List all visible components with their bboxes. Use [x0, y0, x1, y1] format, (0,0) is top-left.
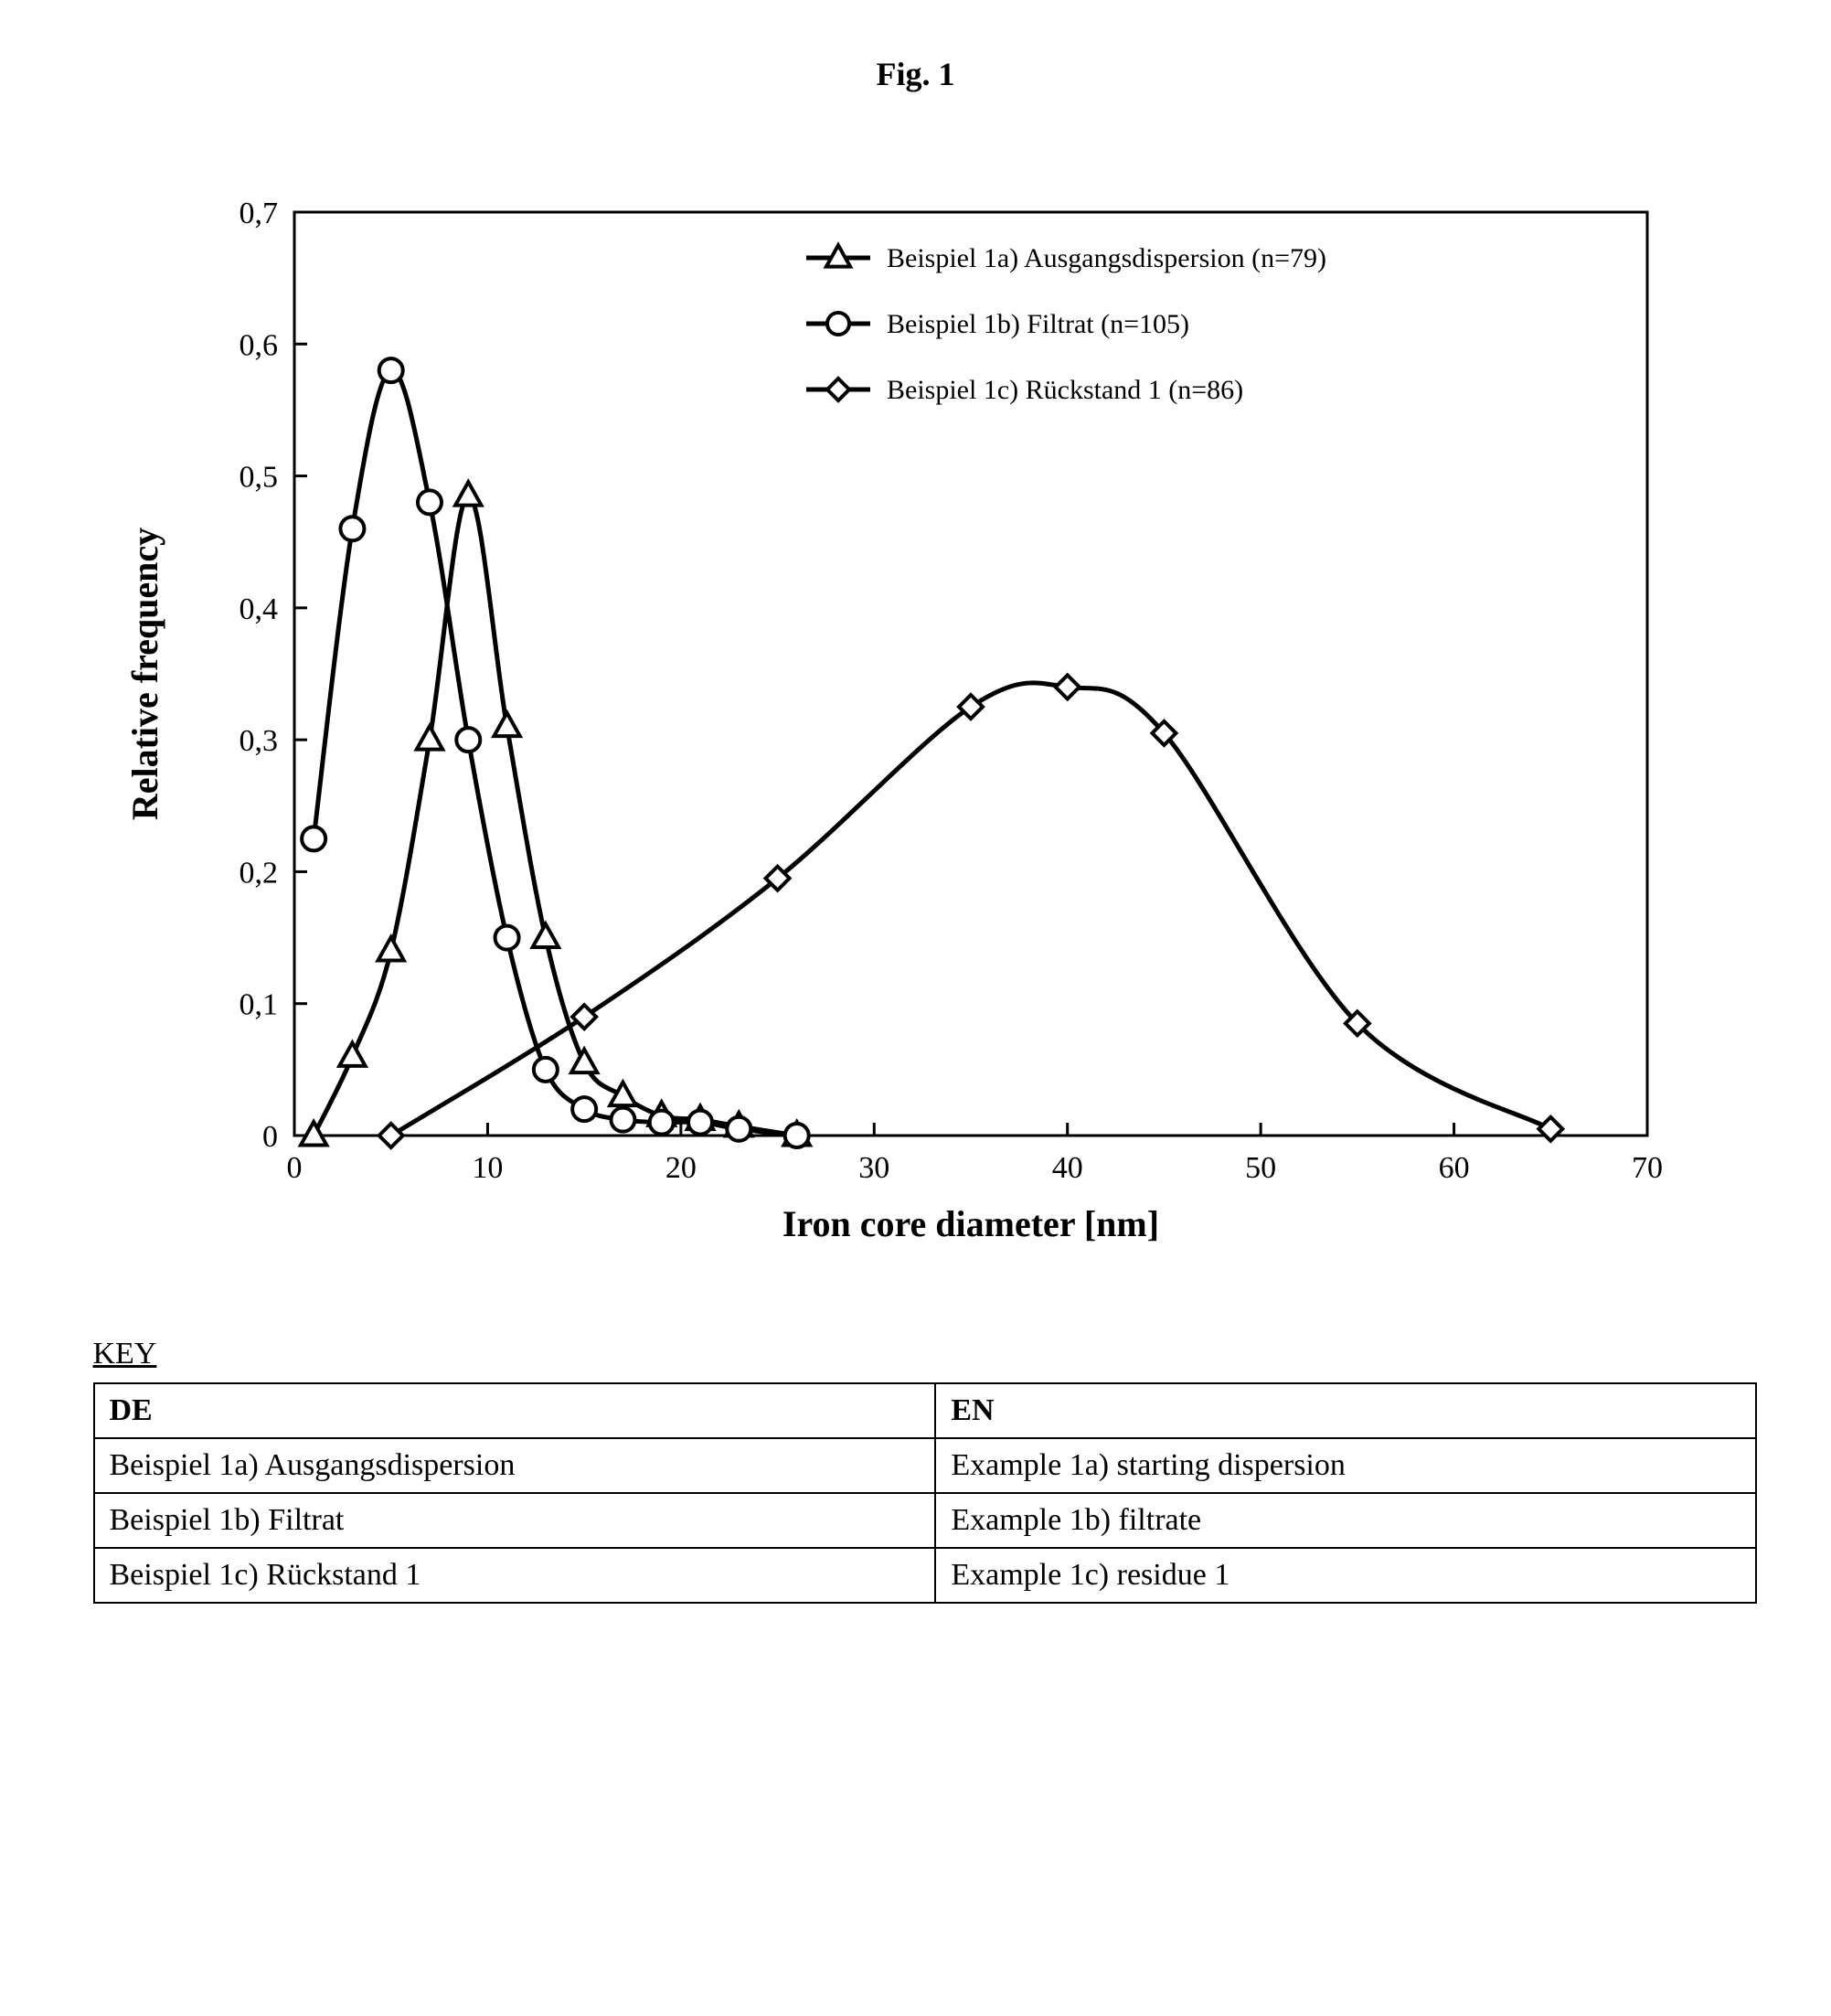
table-row: Beispiel 1a) Ausgangsdispersion Example …: [94, 1438, 1756, 1493]
figure-title: Fig. 1: [38, 55, 1794, 93]
svg-text:0,7: 0,7: [239, 197, 278, 230]
table-row: Beispiel 1c) Rückstand 1 Example 1c) res…: [94, 1548, 1756, 1603]
svg-text:Iron core diameter [nm]: Iron core diameter [nm]: [782, 1203, 1158, 1244]
chart-svg: 0 10 20 30 40 50 60 70 0 0,1 0,2 0,3 0,4 0,5 0,6 0,7 Iro…: [93, 166, 1702, 1282]
svg-text:0: 0: [286, 1151, 302, 1185]
key-cell-de: Beispiel 1b) Filtrat: [94, 1493, 936, 1548]
svg-text:0,6: 0,6: [239, 328, 278, 362]
svg-text:0,3: 0,3: [239, 724, 278, 758]
chart-container: 0 10 20 30 40 50 60 70 0 0,1 0,2 0,3 0,4 0,5 0,6 0,7 Iro…: [93, 166, 1739, 1282]
key-cell-en: Example 1a) starting dispersion: [935, 1438, 1755, 1493]
key-cell-en: Example 1b) filtrate: [935, 1493, 1755, 1548]
key-table: DE EN Beispiel 1a) Ausgangsdispersion Ex…: [93, 1382, 1757, 1604]
key-heading: KEY: [93, 1337, 1794, 1371]
key-header-en: EN: [935, 1383, 1755, 1438]
svg-text:Beispiel 1a) Ausgangsdispersio: Beispiel 1a) Ausgangsdispersion (n=79): [887, 243, 1326, 273]
svg-text:40: 40: [1051, 1151, 1082, 1185]
svg-text:0,4: 0,4: [239, 592, 278, 626]
svg-text:Beispiel 1c) Rückstand 1 (n=86: Beispiel 1c) Rückstand 1 (n=86): [887, 375, 1243, 405]
svg-text:30: 30: [858, 1151, 889, 1185]
svg-text:0,2: 0,2: [239, 856, 278, 890]
svg-text:60: 60: [1438, 1151, 1469, 1185]
table-row: DE EN: [94, 1383, 1756, 1438]
svg-text:Relative frequency: Relative frequency: [124, 528, 165, 820]
svg-text:Beispiel 1b) Filtrat (n=105): Beispiel 1b) Filtrat (n=105): [887, 309, 1189, 339]
key-header-de: DE: [94, 1383, 936, 1438]
svg-text:0,5: 0,5: [239, 461, 278, 495]
table-row: Beispiel 1b) Filtrat Example 1b) filtrat…: [94, 1493, 1756, 1548]
svg-text:0,1: 0,1: [239, 988, 278, 1022]
svg-text:50: 50: [1245, 1151, 1276, 1185]
svg-text:70: 70: [1632, 1151, 1663, 1185]
svg-text:10: 10: [472, 1151, 503, 1185]
key-cell-de: Beispiel 1a) Ausgangsdispersion: [94, 1438, 936, 1493]
key-cell-en: Example 1c) residue 1: [935, 1548, 1755, 1603]
svg-text:20: 20: [665, 1151, 696, 1185]
svg-text:0: 0: [262, 1120, 278, 1154]
key-cell-de: Beispiel 1c) Rückstand 1: [94, 1548, 936, 1603]
